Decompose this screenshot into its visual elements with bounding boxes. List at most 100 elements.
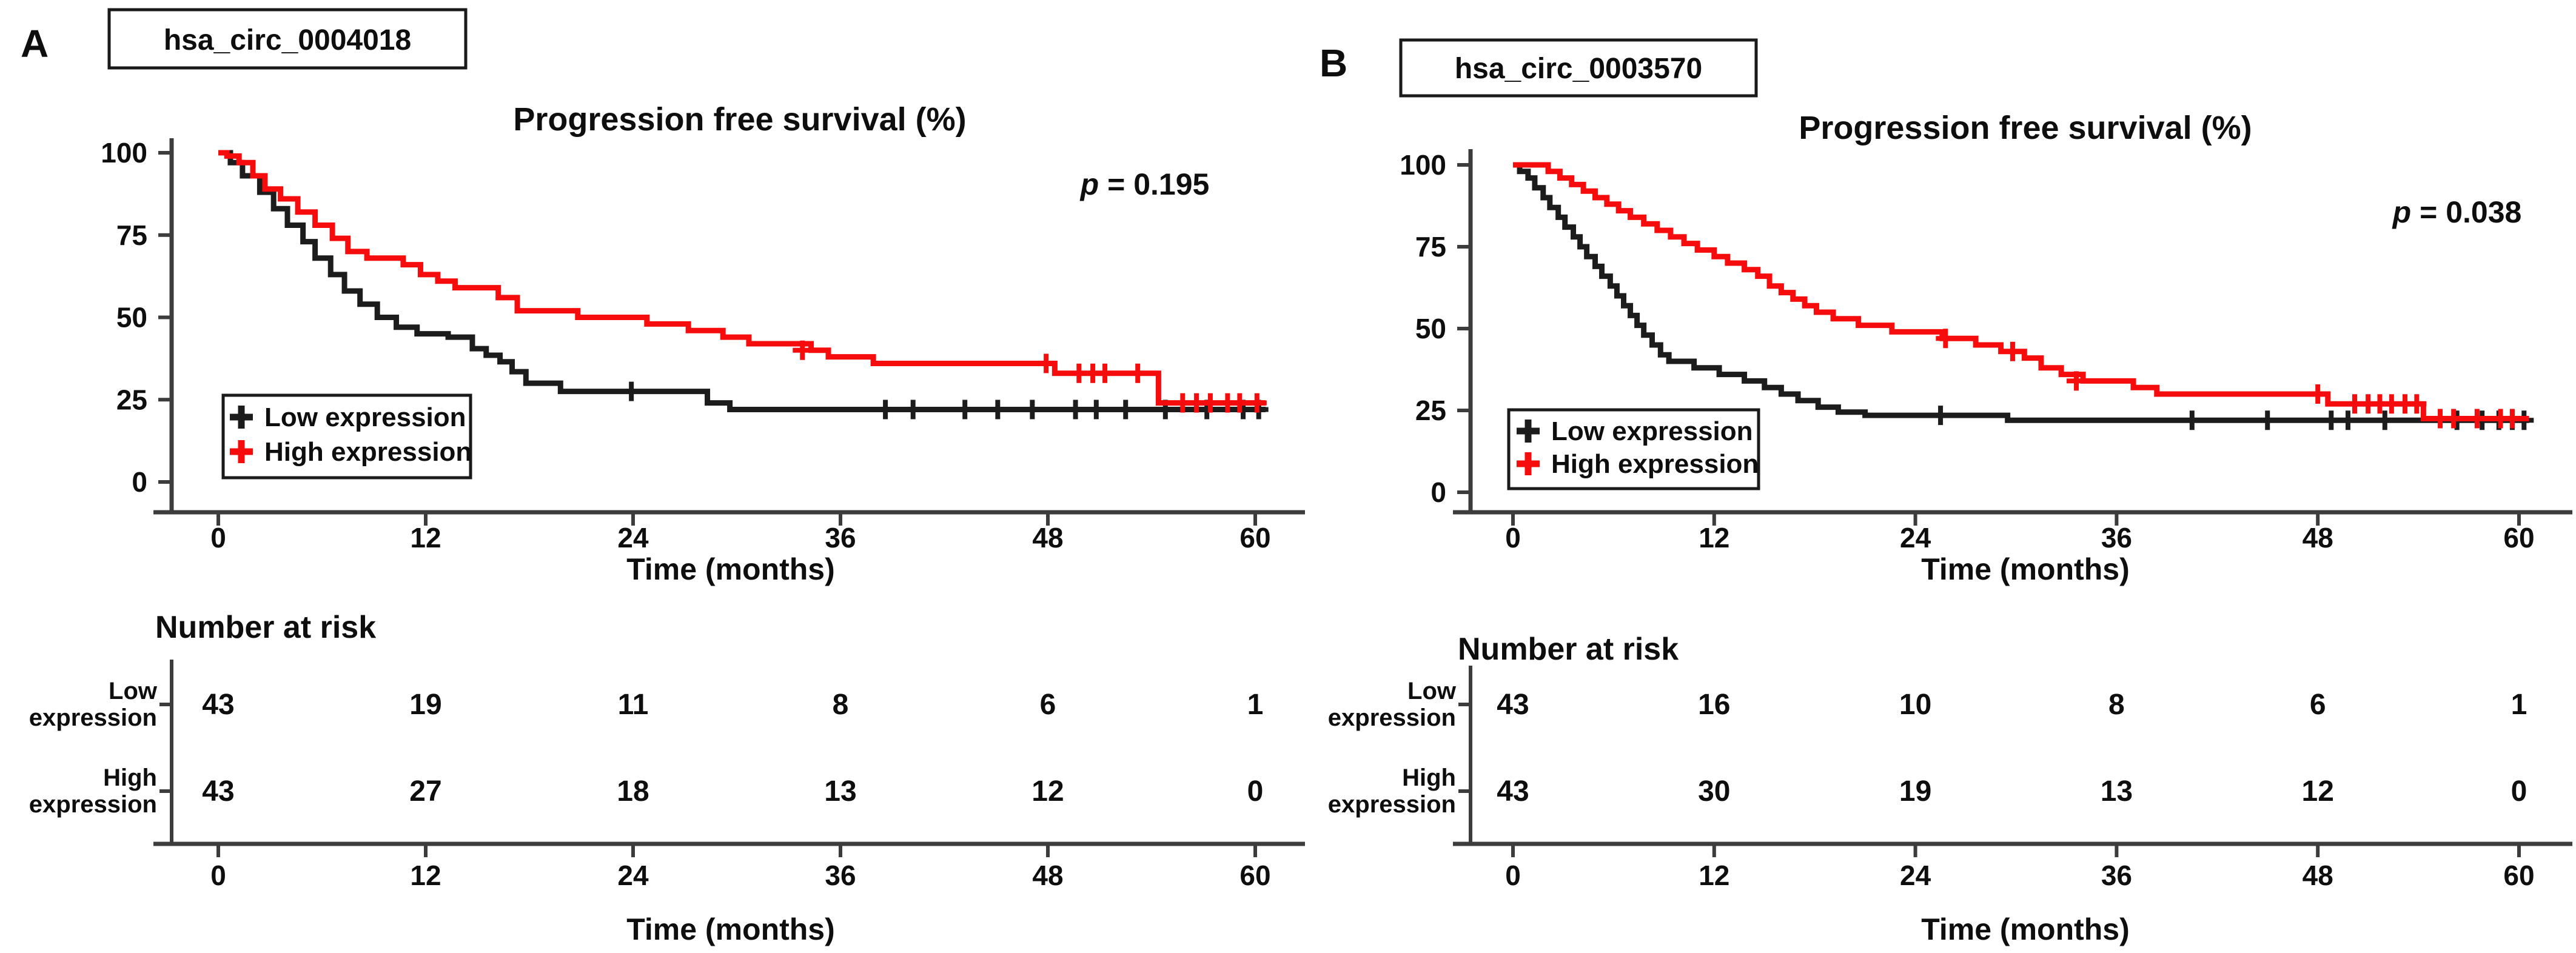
x-tick-label: 48 (2303, 522, 2333, 553)
risk-count: 8 (833, 689, 849, 721)
risk-table-title-b: Number at risk (1458, 632, 1679, 667)
y-tick-label: 75 (1415, 231, 1446, 262)
panel-label-b: B (1320, 41, 1347, 85)
risk-count: 0 (2511, 775, 2527, 808)
risk-count: 6 (1040, 689, 1056, 721)
x-tick-label: 48 (1032, 522, 1063, 553)
risk-x-tick-label: 48 (1032, 860, 1063, 891)
gene-label-b: hsa_circ_0003570 (1455, 53, 1702, 85)
risk-x-tick-label: 12 (1699, 860, 1729, 891)
risk-row-label-low-line2-a: expression (29, 704, 157, 731)
panel-a: A hsa_circ_0004018 Progression free surv… (21, 8, 1305, 946)
risk-x-tick-label: 0 (210, 860, 226, 891)
km-curve-high-expression (218, 150, 1266, 406)
p-symbol-a: p (1079, 167, 1099, 201)
censor-mark (2338, 410, 2358, 430)
p-value-a: p = 0.195 (1079, 167, 1210, 201)
risk-row-label-high-line2-a: expression (29, 791, 157, 818)
risk-x-tick-label: 36 (825, 860, 856, 891)
legend-high-plus-icon (1517, 452, 1540, 475)
risk-row-label-low-line2-b: expression (1328, 704, 1456, 731)
risk-row-label-high-b: High expression (1328, 764, 1456, 818)
risk-count: 13 (824, 775, 856, 808)
risk-count: 12 (2302, 775, 2334, 808)
km-curve-high-expression (1513, 162, 2529, 421)
risk-row-label-low-a: Low expression (29, 678, 158, 731)
panel-label-a: A (21, 22, 49, 65)
censor-mark (2444, 409, 2464, 429)
censor-mark (1116, 400, 1136, 420)
gene-box-b (1399, 38, 1758, 98)
p-symbol-b: p (2392, 195, 2412, 229)
censor-mark (988, 400, 1008, 420)
risk-table-title-a: Number at risk (155, 610, 376, 645)
censor-mark (1936, 329, 1956, 349)
risk-count: 8 (2108, 689, 2125, 721)
y-tick-label: 75 (116, 219, 147, 251)
y-tick-label: 100 (101, 137, 147, 169)
censor-mark (2182, 410, 2202, 430)
censor-mark (1931, 406, 1951, 426)
x-axis-title-b: Time (months) (1921, 552, 2130, 586)
risk-count: 0 (1247, 775, 1264, 808)
risk-count: 19 (409, 689, 441, 721)
x-tick-label: 12 (1699, 522, 1729, 553)
censor-mark (2407, 394, 2427, 414)
risk-x-tick-label: 0 (1505, 860, 1521, 891)
legend-low-plus-icon (230, 406, 253, 429)
censor-mark (903, 400, 923, 420)
x-tick-label: 0 (1505, 522, 1521, 553)
km-curve-low-expression (1513, 162, 2529, 423)
x-axis-title-a: Time (months) (626, 552, 835, 586)
y-tick-label: 0 (1431, 476, 1446, 508)
panel-b: B hsa_circ_0003570 Progression free surv… (1320, 38, 2572, 946)
legend-low-label-b: Low expression (1551, 416, 1753, 446)
censor-mark (1022, 400, 1042, 420)
risk-x-axis-title-b: Time (months) (1921, 912, 2130, 946)
censor-mark (2002, 341, 2022, 361)
y-tick-label: 50 (116, 302, 147, 333)
risk-count: 43 (1497, 775, 1529, 808)
legend-low-plus-icon (1517, 420, 1540, 443)
p-number-a: = 0.195 (1099, 167, 1209, 201)
x-tick-label: 36 (2101, 522, 2132, 553)
risk-count: 10 (1899, 689, 1931, 721)
p-number-b: = 0.038 (2411, 195, 2521, 229)
y-tick-label: 50 (1415, 313, 1446, 344)
risk-x-tick-label: 12 (410, 860, 441, 891)
censor-mark (1200, 393, 1220, 413)
risk-row-label-low-line1-b: Low (1407, 678, 1457, 704)
censor-mark (1247, 393, 1267, 413)
risk-x-axis-title-a: Time (months) (626, 912, 835, 946)
risk-count: 19 (1899, 775, 1931, 808)
chart-title-a: Progression free survival (%) (513, 101, 966, 138)
risk-row-label-low-line1-a: Low (109, 678, 158, 704)
x-tick-label: 36 (825, 522, 856, 553)
risk-x-tick-label: 24 (1900, 860, 1931, 891)
risk-x-tick-label: 60 (1239, 860, 1270, 891)
gene-box-a (107, 8, 468, 70)
risk-x-tick-label: 24 (617, 860, 649, 891)
risk-x-tick-label: 60 (2503, 860, 2534, 891)
censor-mark (2258, 410, 2278, 430)
km-curve-low-expression (218, 150, 1266, 413)
risk-count: 6 (2310, 689, 2326, 721)
chart-title-b: Progression free survival (%) (1799, 110, 2252, 146)
x-tick-label: 24 (617, 522, 649, 553)
censor-mark (2321, 410, 2341, 430)
censor-mark (1128, 363, 1148, 383)
censor-mark (622, 381, 642, 401)
risk-count: 1 (2511, 689, 2527, 721)
risk-count: 1 (1247, 689, 1264, 721)
censor-mark (1086, 400, 1106, 420)
legend-box-b (1507, 408, 1760, 490)
y-tick-label: 100 (1400, 149, 1446, 181)
risk-count: 13 (2101, 775, 2133, 808)
risk-count: 11 (618, 689, 649, 721)
x-tick-label: 60 (2503, 522, 2534, 553)
risk-count: 18 (617, 775, 649, 808)
risk-count: 12 (1031, 775, 1064, 808)
